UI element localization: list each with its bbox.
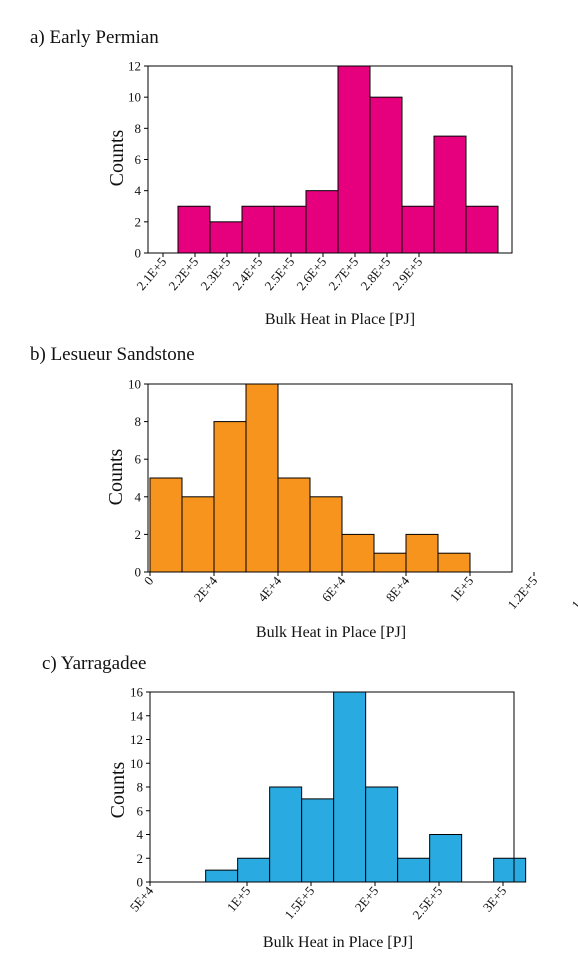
panel-a-x-label: Bulk Heat in Place [PJ] <box>265 311 415 328</box>
panel-b-x-label: Bulk Heat in Place [PJ] <box>256 624 406 641</box>
panel-b-y-tick-label: 10 <box>128 377 141 392</box>
panel-a-plot-frame <box>147 65 513 254</box>
panel-b-bar <box>373 552 407 573</box>
panel-c-bar <box>237 857 271 883</box>
panel-b-y-ticks: 0 2 4 6 8 10 <box>128 377 148 580</box>
panel-c-x-tick-label: 1.5E+5 <box>281 883 317 922</box>
panel-b-bar <box>309 496 343 573</box>
panel-b-bar <box>405 533 439 573</box>
panel-b: b) Lesueur Sandstone Counts Bulk Heat in… <box>30 344 578 641</box>
panel-b-x-tick-label: 1.2E+5 <box>504 573 540 612</box>
panel-c-y-tick-label: 4 <box>137 827 144 842</box>
panel-c-y-tick-label: 8 <box>137 780 144 795</box>
panel-a-x-tick-label: 2.2E+5 <box>165 254 201 293</box>
panel-b-bar <box>341 533 375 573</box>
panel-b-x-tick-label: 1E+5 <box>447 573 477 604</box>
panel-a-title: a) Early Permian <box>30 27 159 48</box>
panel-c-bars <box>205 691 527 883</box>
panel-c-bar <box>365 786 399 883</box>
panel-b-y-tick-label: 2 <box>135 527 142 542</box>
panel-a-x-tick-label: 2.6E+5 <box>293 254 329 293</box>
panel-b-y-tick-label: 8 <box>135 414 142 429</box>
panel-a: a) Early Permian Counts Bulk Heat in Pla… <box>30 27 513 328</box>
panel-a-x-tick-label: 2.5E+5 <box>261 254 297 293</box>
panel-a-x-tick-label: 2.4E+5 <box>229 254 265 293</box>
panel-c-y-tick-label: 16 <box>130 685 144 700</box>
panel-a-x-tick-label: 2.7E+5 <box>325 254 361 293</box>
panel-a-y-ticks: 0 2 4 6 8 10 12 <box>128 59 148 261</box>
panel-b-x-tick-label: 2E+4 <box>191 573 221 605</box>
panel-a-x-tick-label: 2.9E+5 <box>389 254 425 293</box>
panel-c: c) Yarragadee Counts Bulk Heat in Place … <box>42 653 527 951</box>
panel-c-y-tick-label: 10 <box>130 756 143 771</box>
panel-a-y-tick-label: 6 <box>135 152 142 167</box>
panel-b-x-tick-label: 8E+4 <box>383 573 413 605</box>
panel-b-x-ticks: 0 2E+4 4E+4 6E+4 8E+4 1E+5 1.2E+5 1.4E+5 <box>141 572 578 612</box>
panel-c-x-tick-label: 1E+5 <box>224 883 254 914</box>
panel-b-bar <box>277 477 311 573</box>
panel-b-x-tick-label: 4E+4 <box>255 573 285 605</box>
panel-c-title: c) Yarragadee <box>42 653 146 674</box>
panel-c-y-tick-label: 0 <box>137 875 144 890</box>
panel-a-x-tick-label: 2.8E+5 <box>357 254 393 293</box>
panel-a-x-ticks: 2.1E+52.2E+52.3E+52.4E+52.5E+52.6E+52.7E… <box>133 253 425 293</box>
panel-c-bar <box>493 857 527 883</box>
panel-a-bar <box>209 221 243 254</box>
panel-c-y-tick-label: 6 <box>137 803 144 818</box>
panel-c-bar <box>205 869 239 883</box>
panel-c-bar <box>429 834 463 883</box>
panel-b-plot-frame <box>147 383 513 573</box>
panel-b-y-tick-label: 6 <box>135 452 142 467</box>
panel-b-bar <box>149 477 183 573</box>
panel-b-y-tick-label: 0 <box>135 565 142 580</box>
panel-b-x-tick-label: 1.4E+5 <box>568 573 578 612</box>
panel-c-plot-frame <box>149 691 515 883</box>
panel-c-x-tick-label: 2.5E+5 <box>409 883 445 922</box>
panel-c-bar <box>397 857 431 883</box>
panel-a-bar <box>401 205 435 254</box>
panel-a-y-tick-label: 10 <box>128 90 141 105</box>
panel-b-bar <box>181 496 215 573</box>
panel-b-title: b) Lesueur Sandstone <box>30 344 195 365</box>
panel-c-y-tick-label: 2 <box>137 851 144 866</box>
panel-a-bar <box>433 135 467 254</box>
panel-c-y-label: Counts <box>107 761 129 818</box>
panel-a-bar <box>465 205 499 254</box>
panel-b-y-label: Counts <box>105 448 127 505</box>
panel-b-x-tick-label: 6E+4 <box>319 573 349 605</box>
panel-a-bars <box>177 65 499 254</box>
panel-c-x-tick-label: 5E+4 <box>127 883 157 915</box>
panel-b-bar <box>213 421 247 573</box>
panel-c-x-tick-label: 2E+5 <box>352 883 382 914</box>
panel-b-y-tick-label: 4 <box>135 489 142 504</box>
panel-a-x-tick-label: 2.3E+5 <box>197 254 233 293</box>
panel-a-bar <box>273 205 307 254</box>
panel-a-bar <box>337 65 371 254</box>
panel-a-y-tick-label: 8 <box>135 121 142 136</box>
panel-a-bar <box>241 205 275 254</box>
panel-a-bar <box>369 96 403 254</box>
panel-b-bar <box>437 552 471 573</box>
panel-c-x-ticks: 5E+4 1E+5 1.5E+5 2E+5 2.5E+5 3E+5 <box>127 882 510 922</box>
panel-c-bar <box>269 786 303 883</box>
panel-a-bar <box>305 190 339 254</box>
panel-a-y-tick-label: 12 <box>128 59 141 74</box>
panel-c-bar <box>333 691 367 883</box>
panel-b-x-tick-label: 0 <box>141 573 157 588</box>
panel-b-bars <box>149 383 471 573</box>
panel-c-x-tick-label: 3E+5 <box>480 883 510 914</box>
panel-c-x-label: Bulk Heat in Place [PJ] <box>263 934 413 951</box>
panel-a-y-tick-label: 0 <box>135 246 142 261</box>
panel-b-bar <box>245 383 279 573</box>
panel-a-bar <box>177 205 211 254</box>
panel-a-y-tick-label: 2 <box>135 214 142 229</box>
panel-c-y-ticks: 0 2 4 6 8 10 12 14 16 <box>130 685 150 890</box>
panel-c-y-tick-label: 14 <box>130 708 144 723</box>
panel-a-y-tick-label: 4 <box>135 183 142 198</box>
panel-c-y-tick-label: 12 <box>130 732 143 747</box>
panel-c-bar <box>301 798 335 883</box>
panel-a-y-label: Counts <box>106 129 128 186</box>
